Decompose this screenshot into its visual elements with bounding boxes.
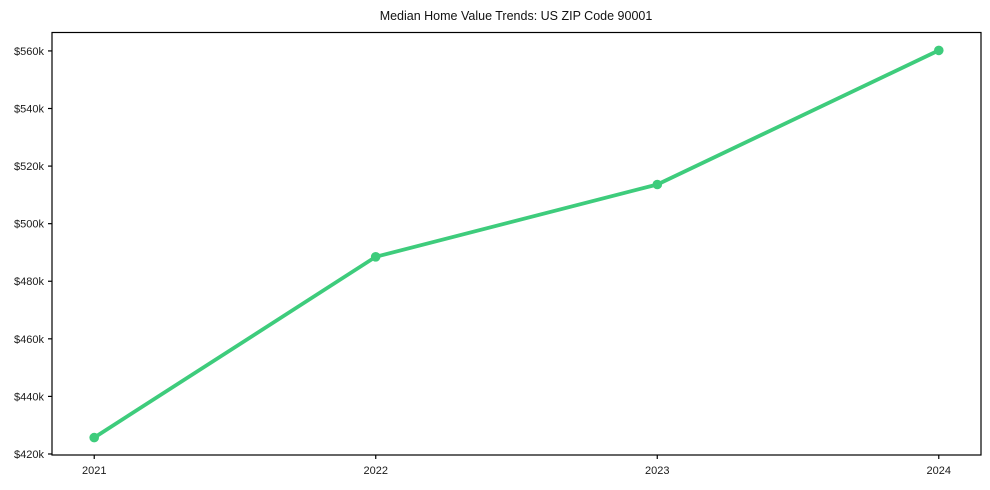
data-point-marker: [934, 45, 944, 56]
trend-line: [92, 48, 941, 440]
y-tick-label: $480k: [14, 276, 44, 288]
chart-title: Median Home Value Trends: US ZIP Code 90…: [380, 9, 653, 23]
x-tick-label: 2024: [927, 465, 951, 477]
plot-area: $420k $440k $460k $480k $500k $520k $540k $560k…: [14, 31, 982, 477]
x-tick-label: 2021: [82, 465, 106, 477]
y-tick-label: $420k: [14, 449, 44, 461]
y-tick-label: $540k: [14, 104, 44, 116]
data-point-marker: [652, 179, 663, 190]
y-tick-label: $500k: [14, 219, 44, 231]
plot-border: [51, 31, 982, 456]
y-tick-label: $560k: [14, 46, 44, 58]
y-tick-label: $520k: [14, 161, 44, 173]
data-point-marker: [370, 251, 381, 262]
x-tick-label: 2023: [645, 465, 669, 477]
x-tick-label: 2022: [364, 465, 388, 477]
y-tick-label: $460k: [14, 334, 44, 346]
y-tick-label: $440k: [14, 391, 44, 403]
data-point-marker: [89, 432, 99, 443]
